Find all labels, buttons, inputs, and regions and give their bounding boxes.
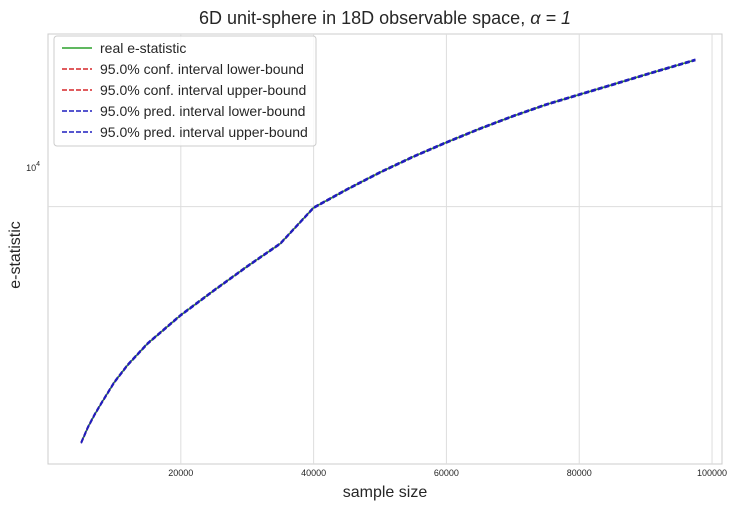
legend-label: 95.0% conf. interval upper-bound xyxy=(100,82,306,98)
series-line-3 xyxy=(80,58,696,443)
x-tick-label: 20000 xyxy=(168,468,193,478)
plot-area xyxy=(80,58,696,444)
y-axis-ticks: 104 xyxy=(26,161,40,173)
x-tick-label: 80000 xyxy=(567,468,592,478)
legend-box xyxy=(53,35,317,147)
legend-label: 95.0% pred. interval lower-bound xyxy=(100,103,305,119)
x-axis-label: sample size xyxy=(343,484,428,501)
x-tick-label: 60000 xyxy=(434,468,459,478)
y-axis-label: e-statistic xyxy=(7,221,24,289)
x-axis-ticks: 20000 40000 60000 80000 100000 xyxy=(168,468,727,478)
y-tick-label-10e4: 104 xyxy=(26,161,40,173)
x-tick-label: 40000 xyxy=(301,468,326,478)
legend: real e-statistic 95.0% conf. interval low… xyxy=(53,35,317,147)
series-line-4 xyxy=(80,59,696,444)
x-tick-label: 100000 xyxy=(697,468,727,478)
legend-label: 95.0% conf. interval lower-bound xyxy=(100,61,304,77)
legend-label: 95.0% pred. interval upper-bound xyxy=(100,124,308,140)
legend-label: real e-statistic xyxy=(100,40,186,56)
chart-title: 6D unit-sphere in 18D observable space, … xyxy=(199,8,571,28)
